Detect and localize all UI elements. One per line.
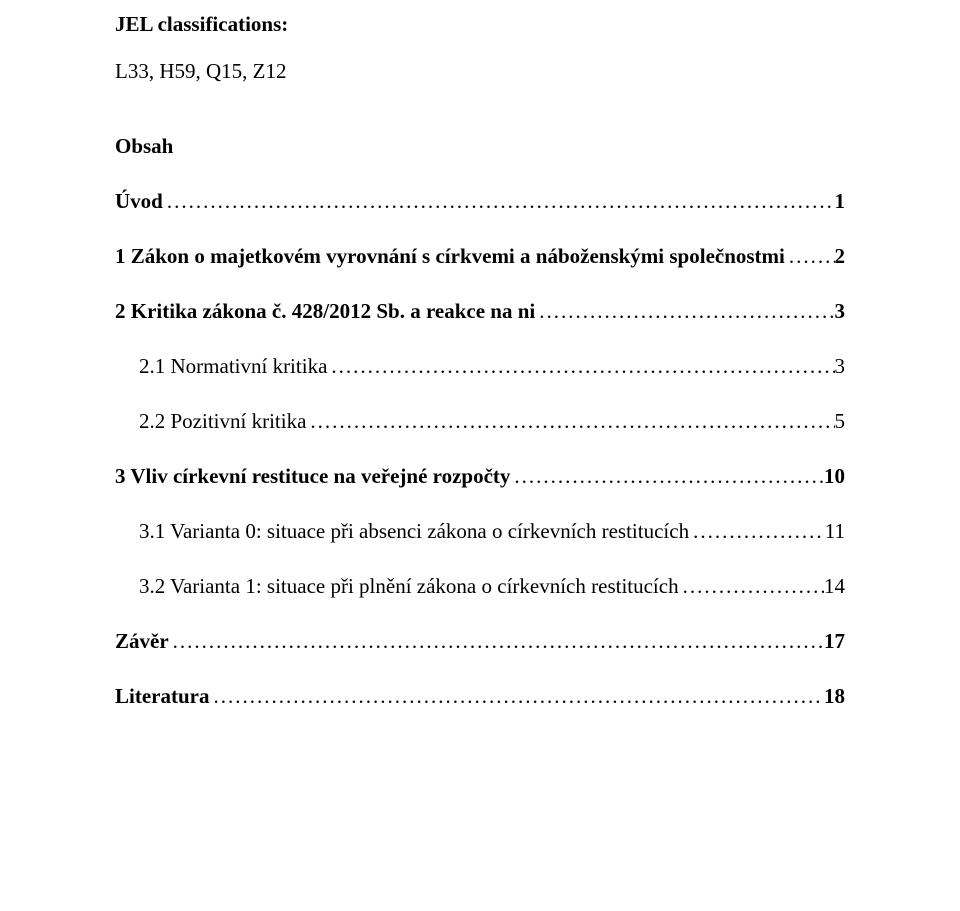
toc-row: 2.1 Normativní kritika..................… <box>115 354 845 379</box>
toc-label: Úvod <box>115 189 163 214</box>
toc-row: 2.2 Pozitivní kritika...................… <box>115 409 845 434</box>
toc-row: 3 Vliv církevní restituce na veřejné roz… <box>115 464 845 489</box>
toc-leader: ........................................… <box>689 519 825 544</box>
toc-label: 2.1 Normativní kritika <box>139 354 327 379</box>
toc-label: 2 Kritika zákona č. 428/2012 Sb. a reakc… <box>115 299 535 324</box>
toc-page-number: 1 <box>835 189 846 214</box>
toc-label: Literatura <box>115 684 209 709</box>
toc-label: 3 Vliv církevní restituce na veřejné roz… <box>115 464 510 489</box>
toc-row: Úvod....................................… <box>115 189 845 214</box>
toc-label: 2.2 Pozitivní kritika <box>139 409 306 434</box>
toc-row: Literatura..............................… <box>115 684 845 709</box>
toc-row: 3.1 Varianta 0: situace při absenci záko… <box>115 519 845 544</box>
toc-page-number: 3 <box>835 299 846 324</box>
toc-leader: ........................................… <box>163 189 835 214</box>
toc-leader: ........................................… <box>327 354 834 379</box>
toc-page-number: 3 <box>835 354 846 379</box>
jel-codes: L33, H59, Q15, Z12 <box>115 59 845 84</box>
toc-leader: ........................................… <box>209 684 824 709</box>
toc-page-number: 14 <box>824 574 845 599</box>
document-page: JEL classifications: L33, H59, Q15, Z12 … <box>0 0 960 709</box>
toc-page-number: 11 <box>825 519 845 544</box>
jel-heading: JEL classifications: <box>115 12 845 37</box>
toc-leader: ........................................… <box>169 629 824 654</box>
toc-leader: ........................................… <box>306 409 834 434</box>
obsah-heading: Obsah <box>115 134 845 159</box>
toc-label: 3.1 Varianta 0: situace při absenci záko… <box>139 519 689 544</box>
toc-page-number: 2 <box>835 244 846 269</box>
toc-leader: ........................................… <box>679 574 824 599</box>
toc-label: 1 Zákon o majetkovém vyrovnání s církvem… <box>115 244 785 269</box>
toc-row: 2 Kritika zákona č. 428/2012 Sb. a reakc… <box>115 299 845 324</box>
toc-page-number: 18 <box>824 684 845 709</box>
toc-page-number: 10 <box>824 464 845 489</box>
toc-leader: ........................................… <box>785 244 835 269</box>
toc-label: 3.2 Varianta 1: situace při plnění zákon… <box>139 574 679 599</box>
toc-row: Závěr...................................… <box>115 629 845 654</box>
toc-leader: ........................................… <box>535 299 834 324</box>
toc-page-number: 5 <box>835 409 846 434</box>
toc-label: Závěr <box>115 629 169 654</box>
toc-leader: ........................................… <box>510 464 824 489</box>
table-of-contents: Úvod....................................… <box>115 189 845 709</box>
toc-page-number: 17 <box>824 629 845 654</box>
toc-row: 3.2 Varianta 1: situace při plnění zákon… <box>115 574 845 599</box>
toc-row: 1 Zákon o majetkovém vyrovnání s církvem… <box>115 244 845 269</box>
